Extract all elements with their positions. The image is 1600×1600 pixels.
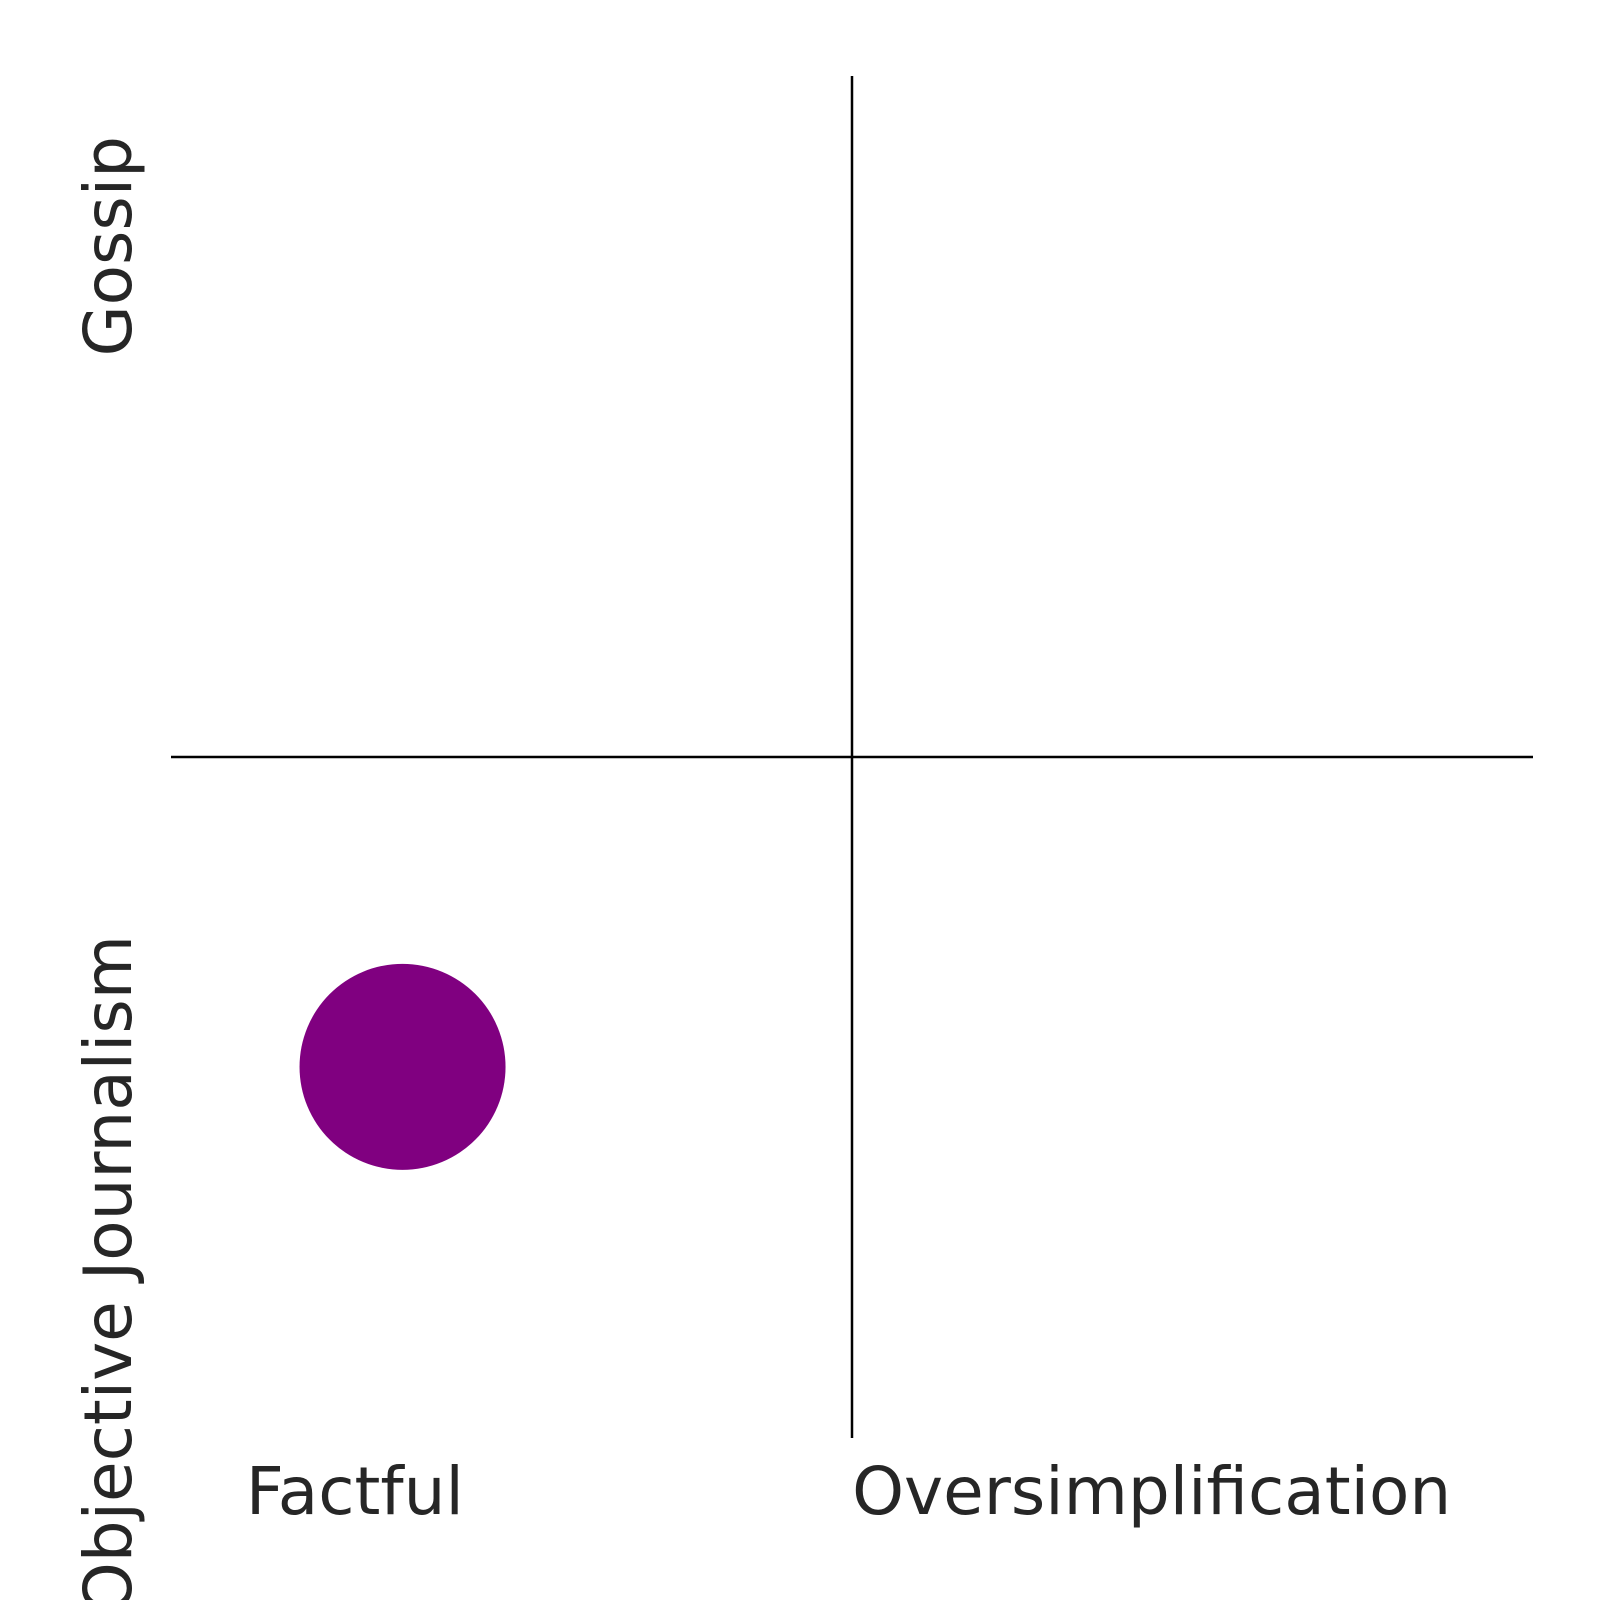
tick-labels: Factful Oversimplification Objective Journ… (70, 136, 1451, 1600)
plot-area (171, 76, 1533, 1438)
data-point-1 (299, 963, 506, 1170)
y-tick-label-2: Gossip (70, 136, 147, 357)
y-tick-label-1: Objective Journalism (70, 935, 147, 1600)
x-tick-label-2: Oversimplification (852, 1453, 1451, 1530)
x-tick-label-1: Factful (246, 1453, 464, 1530)
